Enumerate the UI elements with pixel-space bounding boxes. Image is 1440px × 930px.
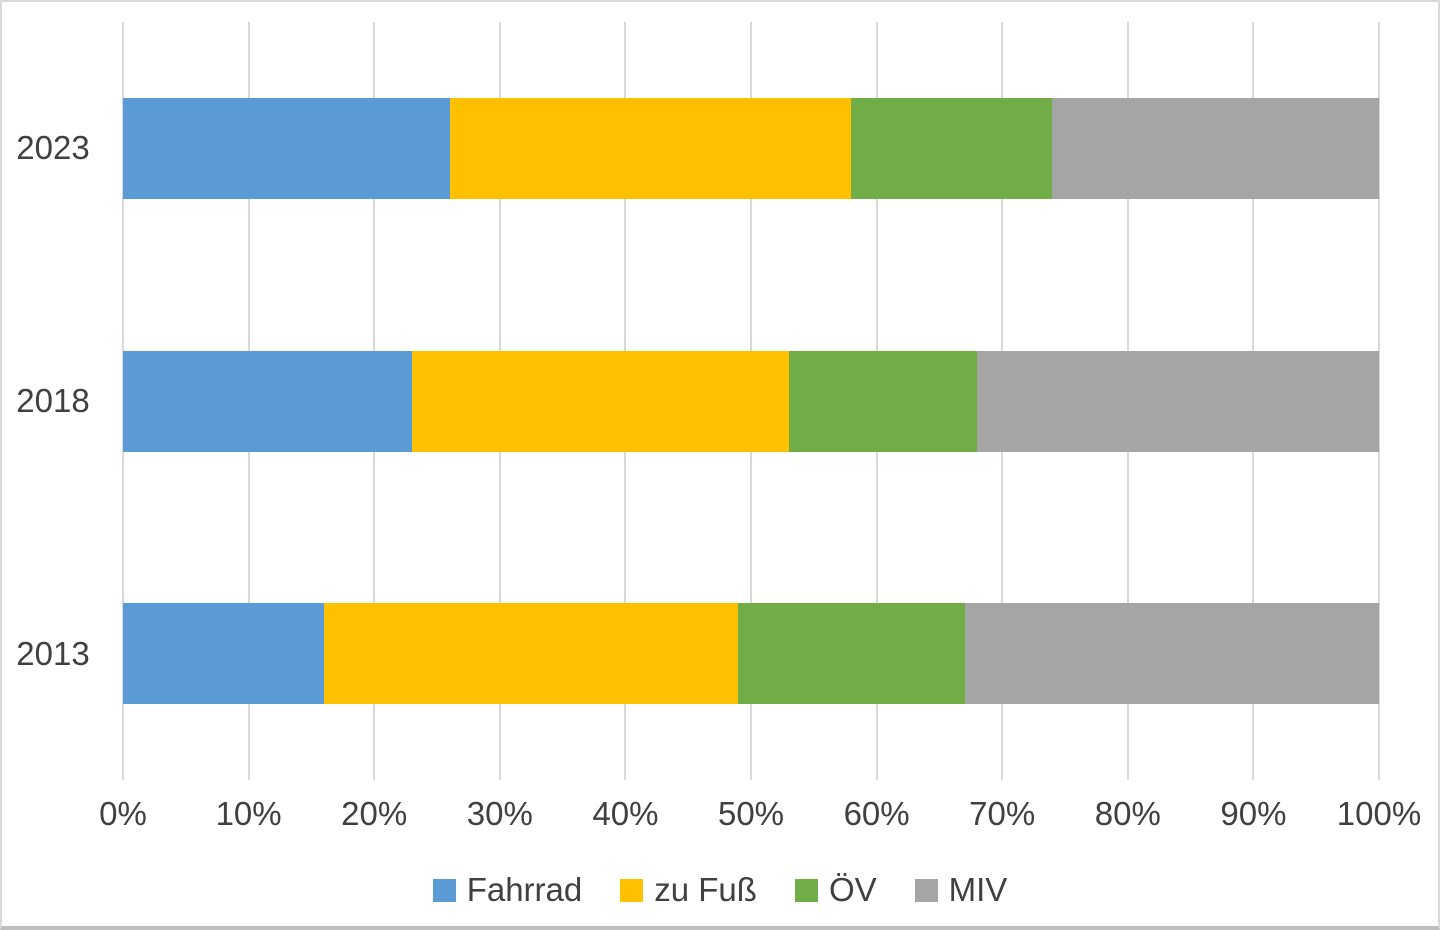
bar-segment-2018-series-3: 32 xyxy=(977,350,1379,452)
x-tick-label-0: 0% xyxy=(99,795,147,832)
bar-segment-2023-series-2: 16 xyxy=(851,97,1053,199)
legend-label: MIV xyxy=(948,871,1008,908)
x-tick-label-1: 10% xyxy=(215,795,282,832)
legend-swatch-icon xyxy=(794,878,818,902)
legend: Fahrrad zu Fuß ÖV MIV xyxy=(2,862,1438,918)
gridline xyxy=(1378,22,1380,780)
category-label-2018: 2018 xyxy=(16,382,90,419)
x-tick-label-3: 30% xyxy=(466,795,533,832)
legend-label: ÖV xyxy=(828,871,877,908)
legend-swatch-icon xyxy=(914,878,938,902)
bar-segment-2018-series-2: 15 xyxy=(788,350,978,452)
legend-swatch-icon xyxy=(432,878,456,902)
bar-segment-2013-series-0: 16 xyxy=(123,603,324,705)
bar-segment-2018-series-1: 30 xyxy=(411,350,789,452)
bar-segment-2013-series-1: 33 xyxy=(323,603,739,705)
bar-row-2018: 23301532 xyxy=(123,350,1379,452)
legend-item-0: Fahrrad xyxy=(432,871,583,909)
x-tick-label-6: 60% xyxy=(843,795,910,832)
legend-swatch-icon xyxy=(620,878,644,902)
bar-segment-2018-series-0: 23 xyxy=(123,350,412,452)
x-tick-label-7: 70% xyxy=(969,795,1036,832)
legend-item-3: MIV xyxy=(914,871,1008,909)
bar-segment-2023-series-0: 26 xyxy=(123,97,450,199)
x-tick-label-8: 80% xyxy=(1094,795,1161,832)
x-tick-label-5: 50% xyxy=(717,795,785,832)
bar-row-2023: 26321626 xyxy=(123,97,1379,199)
category-label-2023: 2023 xyxy=(16,129,90,167)
x-tick-label-9: 90% xyxy=(1220,795,1287,832)
x-tick-label-2: 20% xyxy=(341,795,408,832)
bar-segment-2013-series-3: 33 xyxy=(964,603,1379,705)
legend-item-1: zu Fuß xyxy=(620,871,757,909)
plot-area: 263216262330153216331833 xyxy=(122,22,1380,780)
x-tick-label-4: 40% xyxy=(592,795,659,832)
bar-segment-2023-series-1: 32 xyxy=(449,97,852,199)
bar-segment-2013-series-2: 18 xyxy=(738,603,965,705)
category-label-2013: 2013 xyxy=(16,634,90,672)
legend-label: Fahrrad xyxy=(466,871,583,908)
legend-label: zu Fuß xyxy=(654,871,757,908)
legend-item-2: ÖV xyxy=(794,871,877,909)
bar-segment-2023-series-3: 26 xyxy=(1052,97,1379,199)
bar-row-2013: 16331833 xyxy=(123,603,1379,705)
x-tick-label-10: 100% xyxy=(1336,795,1422,832)
